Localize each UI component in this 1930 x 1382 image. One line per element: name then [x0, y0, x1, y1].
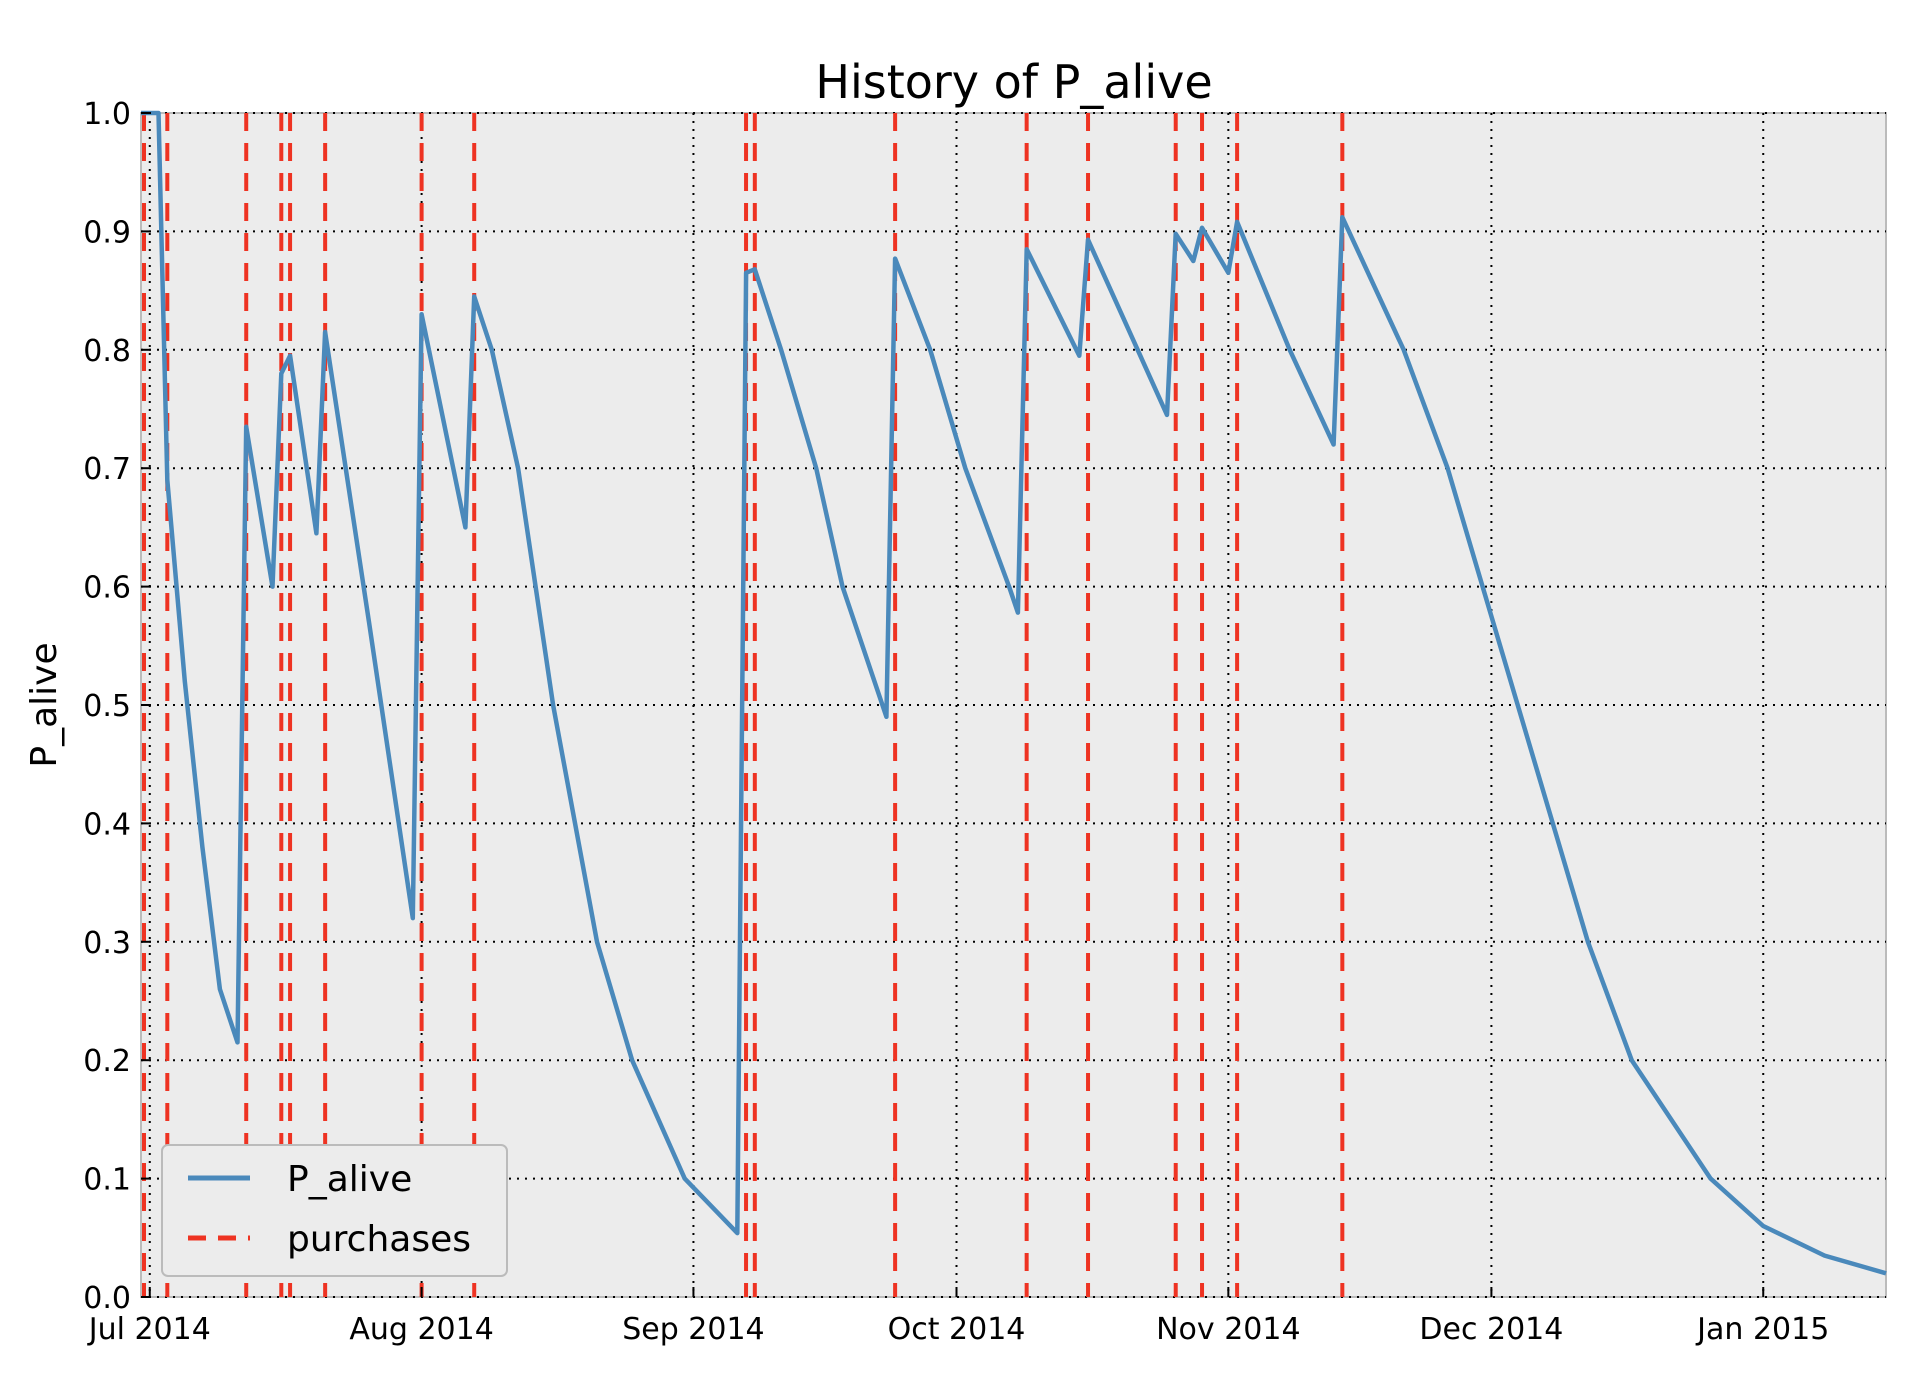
y-tick-label: 0.6: [83, 571, 131, 606]
y-tick-label: 0.2: [83, 1044, 131, 1079]
x-tick-label: Oct 2014: [888, 1312, 1026, 1347]
p-alive-line: [141, 110, 1887, 1276]
y-axis-ticks: 0.0 0.1 0.2 0.3 0.4 0.5 0.6 0.7 0.8 0.9 1.0: [83, 97, 151, 1316]
y-tick-label: 0.9: [83, 215, 131, 250]
chart-title: History of P_alive: [815, 55, 1212, 109]
x-tick-label: Jan 2015: [1695, 1312, 1829, 1347]
y-tick-label: 0.5: [83, 689, 131, 724]
y-tick-label: 0.7: [83, 452, 131, 487]
x-axis-ticks: Jul 2014 Aug 2014 Sep 2014 Oct 2014 Nov 2014…: [87, 1287, 1829, 1347]
x-tick-label: Nov 2014: [1156, 1312, 1300, 1347]
x-tick-label: Aug 2014: [349, 1312, 493, 1347]
legend-label-p-alive: P_alive: [287, 1159, 412, 1200]
x-tick-label: Dec 2014: [1419, 1312, 1563, 1347]
x-tick-label: Jul 2014: [87, 1312, 211, 1347]
grid: [141, 112, 1886, 1298]
legend-label-purchases: purchases: [287, 1219, 471, 1260]
y-tick-label: 0.1: [83, 1163, 131, 1198]
y-axis-label: P_alive: [24, 642, 65, 767]
y-tick-label: 0.0: [83, 1281, 131, 1316]
y-tick-label: 0.4: [83, 807, 131, 842]
y-tick-label: 0.3: [83, 926, 131, 961]
x-tick-label: Sep 2014: [622, 1312, 764, 1347]
y-tick-label: 0.8: [83, 334, 131, 369]
legend: P_alive purchases: [161, 1144, 508, 1277]
y-tick-label: 1.0: [83, 97, 131, 132]
